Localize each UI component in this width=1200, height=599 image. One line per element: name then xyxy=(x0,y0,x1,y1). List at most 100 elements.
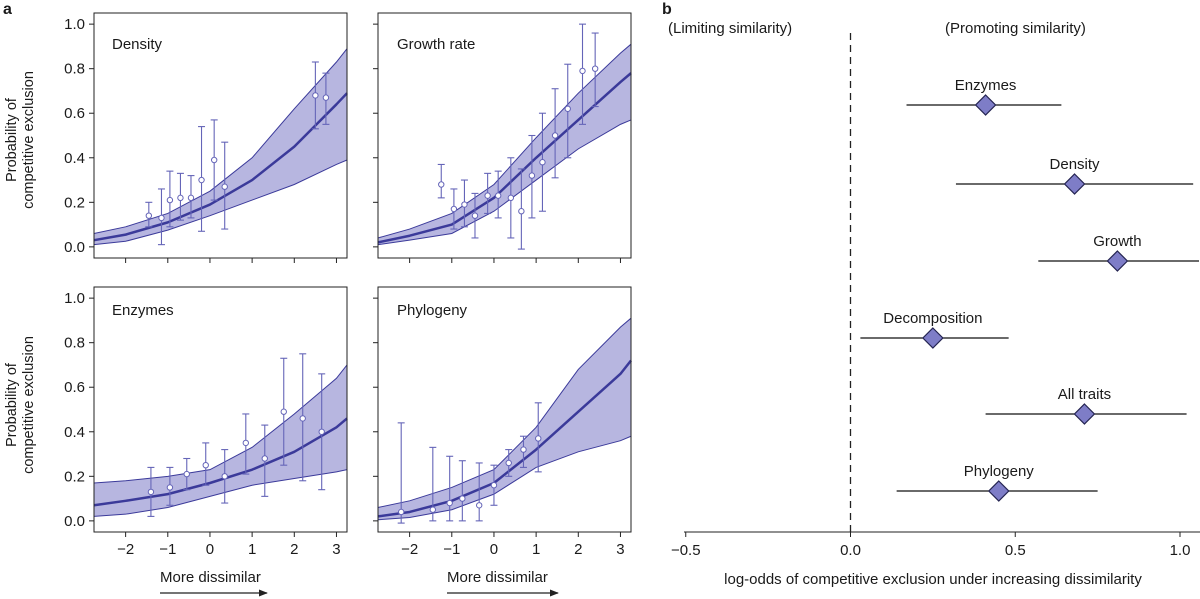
y-tick-label: 0.4 xyxy=(64,150,85,167)
data-point xyxy=(461,201,468,208)
y-tick-label: 1.0 xyxy=(64,290,85,307)
plot-frame xyxy=(377,286,632,533)
x-tick-label: 1 xyxy=(248,541,256,558)
data-point xyxy=(187,194,195,202)
data-point xyxy=(507,194,515,202)
plot-title: Enzymes xyxy=(112,302,174,319)
data-point xyxy=(579,67,586,75)
annotation-promoting-similarity: (Promoting similarity) xyxy=(945,20,1086,37)
log-odds-plot: (Limiting similarity) (Promoting similar… xyxy=(668,20,1200,588)
data-point xyxy=(318,428,325,435)
plot-frame xyxy=(377,12,632,259)
x-tick-label: 3 xyxy=(332,541,340,558)
data-point xyxy=(312,92,319,99)
trait-label: Growth xyxy=(1093,233,1141,250)
confidence-band xyxy=(94,48,347,245)
data-point xyxy=(242,439,250,447)
data-point xyxy=(147,488,155,496)
data-point xyxy=(145,212,153,219)
trait-label: Enzymes xyxy=(955,77,1017,94)
data-point xyxy=(518,208,525,215)
band-lower-edge xyxy=(93,159,348,246)
y-axis-label-line-1: Probability of xyxy=(4,97,20,182)
band-lower-edge xyxy=(93,469,348,517)
data-point xyxy=(450,205,458,213)
data-point xyxy=(476,502,483,509)
x-tick-label: −2 xyxy=(117,541,134,558)
plot-frame xyxy=(93,12,348,259)
band-upper-edge xyxy=(93,364,348,484)
data-point xyxy=(564,105,571,112)
data-point xyxy=(280,408,287,415)
data-point xyxy=(166,196,174,204)
y-axis-label-line-2: competitive exclusion xyxy=(21,336,37,474)
estimate-diamond xyxy=(987,480,1010,502)
data-point xyxy=(429,506,437,513)
confidence-band xyxy=(378,44,631,245)
data-point xyxy=(221,473,228,480)
x-tick-label: 0 xyxy=(490,541,498,558)
data-point xyxy=(505,459,512,467)
x-tick-label: 1 xyxy=(532,541,540,558)
data-point xyxy=(322,94,330,101)
data-point xyxy=(484,192,491,199)
data-point xyxy=(539,159,546,166)
trait-label: Decomposition xyxy=(883,310,982,327)
annotation-limiting-similarity: (Limiting similarity) xyxy=(668,20,792,37)
panel-b-label: b xyxy=(662,1,672,18)
data-point xyxy=(494,192,502,199)
data-point xyxy=(198,176,205,184)
data-point xyxy=(528,172,536,179)
confidence-band xyxy=(378,318,631,520)
band-upper-edge xyxy=(93,48,348,234)
panel-a-label: a xyxy=(3,1,12,18)
density-plot: 0.0 0.2 0.4 0.6 0.8 1.0 Density xyxy=(64,12,348,263)
x-tick-label: −1 xyxy=(159,541,176,558)
fitted-curve xyxy=(93,92,348,242)
estimate-diamond xyxy=(922,327,944,349)
plot-frame xyxy=(93,286,348,533)
data-point xyxy=(158,214,165,222)
data-point xyxy=(591,65,599,72)
fitted-curve xyxy=(93,417,348,507)
estimate-diamond xyxy=(1063,173,1086,195)
data-point xyxy=(166,484,174,491)
y-axis-label-line-2: competitive exclusion xyxy=(21,71,37,209)
band-lower-edge xyxy=(377,119,632,246)
y-tick-label: 0.4 xyxy=(64,424,85,441)
data-point xyxy=(446,499,453,507)
y-tick-label: 0.6 xyxy=(64,105,85,122)
data-point xyxy=(397,508,405,516)
band-lower-edge xyxy=(377,435,632,521)
data-point xyxy=(177,194,184,202)
enzymes-plot: −2 −1 0 1 2 3 0.0 0.2 0.4 0.6 0.8 1.0 Enzymes xyxy=(64,286,348,558)
estimate-diamond xyxy=(1073,403,1096,425)
x-axis-label: More dissimilar xyxy=(160,569,261,586)
band-upper-edge xyxy=(377,43,632,239)
data-point xyxy=(535,435,542,442)
data-point xyxy=(221,183,228,190)
plot-title: Phylogeny xyxy=(397,302,468,319)
data-point xyxy=(210,156,218,164)
y-tick-label: 0.2 xyxy=(64,468,85,485)
y-tick-label: 0.8 xyxy=(64,61,85,78)
x-axis-label: More dissimilar xyxy=(447,569,548,586)
phylogeny-plot: −2 −1 0 1 2 3 Phylogeny xyxy=(373,286,632,558)
data-point xyxy=(438,181,445,188)
data-point xyxy=(471,212,479,219)
data-point xyxy=(520,446,527,453)
data-point xyxy=(459,495,466,502)
fitted-curve xyxy=(377,359,632,518)
plot-title: Density xyxy=(112,36,163,53)
fitted-curve xyxy=(377,72,632,244)
confidence-band xyxy=(94,364,347,517)
x-tick-label: 0.0 xyxy=(840,542,861,559)
y-axis-label-line-1: Probability of xyxy=(4,362,20,447)
data-point xyxy=(261,455,268,462)
x-tick-label: 2 xyxy=(574,541,582,558)
y-tick-label: 0.2 xyxy=(64,194,85,211)
x-tick-label: 0.5 xyxy=(1005,542,1026,559)
y-tick-label: 0.8 xyxy=(64,335,85,352)
x-axis-label: log-odds of competitive exclusion under … xyxy=(724,571,1142,588)
